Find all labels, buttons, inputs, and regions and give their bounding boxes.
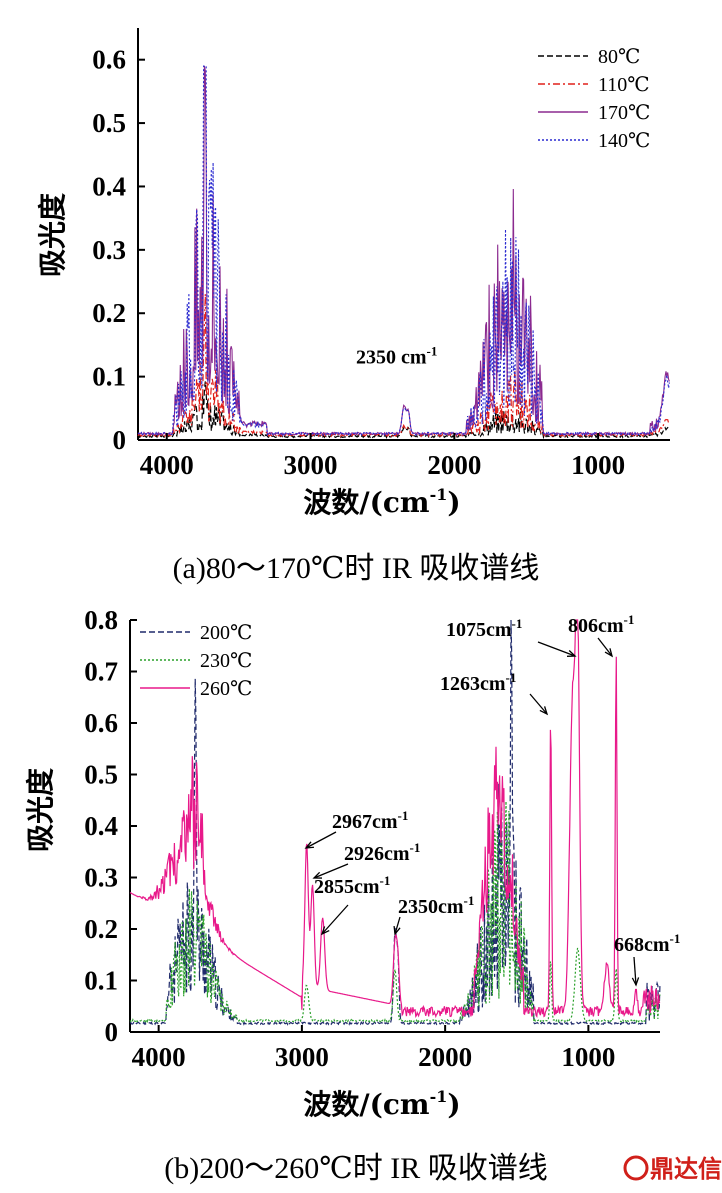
series-line-110℃ <box>137 293 670 438</box>
watermark-text: 鼎达信 <box>650 1155 722 1183</box>
y-tick-label: 0.1 <box>92 362 126 392</box>
legend-label: 140℃ <box>598 130 650 152</box>
annotation-label: 2855cm-1 <box>314 873 390 898</box>
annotation-arrow <box>597 637 613 657</box>
chart-panel-a: 0 0.1 0.2 0.3 0.4 0.5 0.6 4000 3000 2000 1000 80℃ 1… <box>36 28 670 585</box>
annotation-label: 1075cm-1 <box>446 616 522 641</box>
y-tick-label: 0.3 <box>92 235 126 265</box>
chart-b-annotations: 2967cm-1 2926cm-1 2855cm-1 2350cm-1 1263cm-1… <box>304 612 680 987</box>
x-tick-label: 2000 <box>427 450 481 480</box>
annotation-arrowhead <box>566 650 577 657</box>
annotation-arrowhead <box>312 871 323 879</box>
chart-a-tick-labels: 0 0.1 0.2 0.3 0.4 0.5 0.6 4000 3000 2000 1000 <box>92 45 625 480</box>
y-tick-label: 0.5 <box>84 760 118 790</box>
y-tick-label: 0.2 <box>84 914 118 944</box>
annotation-arrow <box>394 916 401 935</box>
series-line-200℃ <box>129 619 661 1026</box>
y-tick-label: 0.1 <box>84 966 118 996</box>
y-tick-label: 0.6 <box>84 708 118 738</box>
annotation-arrow <box>305 831 337 849</box>
annotation-arrowhead <box>393 925 401 936</box>
annotation-arrow <box>313 863 349 879</box>
y-tick-label: 0.6 <box>92 45 126 75</box>
annotation-label: 2926cm-1 <box>344 840 420 865</box>
annotation-label: 668cm-1 <box>614 931 680 956</box>
chart-b-series-lines <box>129 619 661 1026</box>
watermark-logo: 鼎达信 <box>623 1155 722 1183</box>
chart-b-tick-labels: 0 0.1 0.2 0.3 0.4 0.5 0.6 0.7 0.8 4000 3000 2000 100… <box>84 605 615 1072</box>
chart-a-legend: 80℃ 110℃ 170℃ 140℃ <box>538 46 650 152</box>
series-line-260℃ <box>129 619 661 1019</box>
x-tick-label: 1000 <box>571 450 625 480</box>
chart-a-caption: (a)80～170℃时 IR 吸收谱线 <box>173 552 540 585</box>
annotation-label: 1263cm-1 <box>440 670 516 695</box>
legend-label: 80℃ <box>598 46 640 68</box>
y-tick-label: 0 <box>105 1017 119 1047</box>
x-tick-label: 4000 <box>140 450 194 480</box>
x-tick-label: 3000 <box>275 1042 329 1072</box>
annotation-arrow <box>529 693 548 715</box>
chart-a-y-axis-label: 吸光度 <box>36 193 69 277</box>
legend-label: 200℃ <box>200 622 252 644</box>
legend-label: 170℃ <box>598 102 650 124</box>
annotation-label: 2967cm-1 <box>332 808 408 833</box>
annotation-arrowhead <box>539 706 549 716</box>
y-tick-label: 0.8 <box>84 605 118 635</box>
chart-a-series-lines <box>137 65 670 440</box>
series-line-170℃ <box>137 65 670 437</box>
annotation-label: 2350cm-1 <box>398 893 474 918</box>
y-tick-label: 0.5 <box>92 108 126 138</box>
chart-b-legend: 200℃ 230℃ 260℃ <box>140 622 252 700</box>
chart-b-y-axis-label: 吸光度 <box>24 768 57 852</box>
y-tick-label: 0.7 <box>84 657 118 687</box>
annotation-label: 2350 cm-1 <box>356 344 437 369</box>
y-tick-label: 0.4 <box>92 171 126 201</box>
x-tick-label: 3000 <box>284 450 338 480</box>
chart-b-x-axis-label: 波数/(cm-1) <box>303 1087 460 1121</box>
annotation-arrow <box>633 956 637 986</box>
x-tick-label: 1000 <box>561 1042 615 1072</box>
watermark-icon <box>623 1155 649 1181</box>
chart-a-annotations: 2350 cm-1 <box>356 344 437 369</box>
chart-a-x-axis-label: 波数/(cm-1) <box>303 485 460 519</box>
annotation-arrowhead <box>320 926 330 936</box>
series-line-80℃ <box>137 381 670 440</box>
chart-a-axes <box>137 28 670 441</box>
annotation-arrowhead <box>304 841 315 849</box>
legend-label: 260℃ <box>200 678 252 700</box>
y-tick-label: 0.4 <box>84 811 118 841</box>
y-tick-label: 0.2 <box>92 298 126 328</box>
y-tick-label: 0 <box>113 425 127 455</box>
x-tick-label: 4000 <box>132 1042 186 1072</box>
series-line-230℃ <box>129 801 661 1024</box>
annotation-arrowhead <box>631 977 640 987</box>
legend-label: 230℃ <box>200 650 252 672</box>
annotation-arrow <box>537 641 576 657</box>
y-tick-label: 0.3 <box>84 863 118 893</box>
x-tick-label: 2000 <box>418 1042 472 1072</box>
annotation-arrow <box>321 904 349 935</box>
annotation-arrowhead <box>604 648 614 658</box>
chart-panel-b: 0 0.1 0.2 0.3 0.4 0.5 0.6 0.7 0.8 4000 3000 2000 100… <box>24 605 680 1185</box>
annotation-label: 806cm-1 <box>568 612 634 637</box>
chart-b-caption: (b)200～260℃时 IR 吸收谱线 <box>164 1152 548 1185</box>
legend-label: 110℃ <box>598 74 650 96</box>
